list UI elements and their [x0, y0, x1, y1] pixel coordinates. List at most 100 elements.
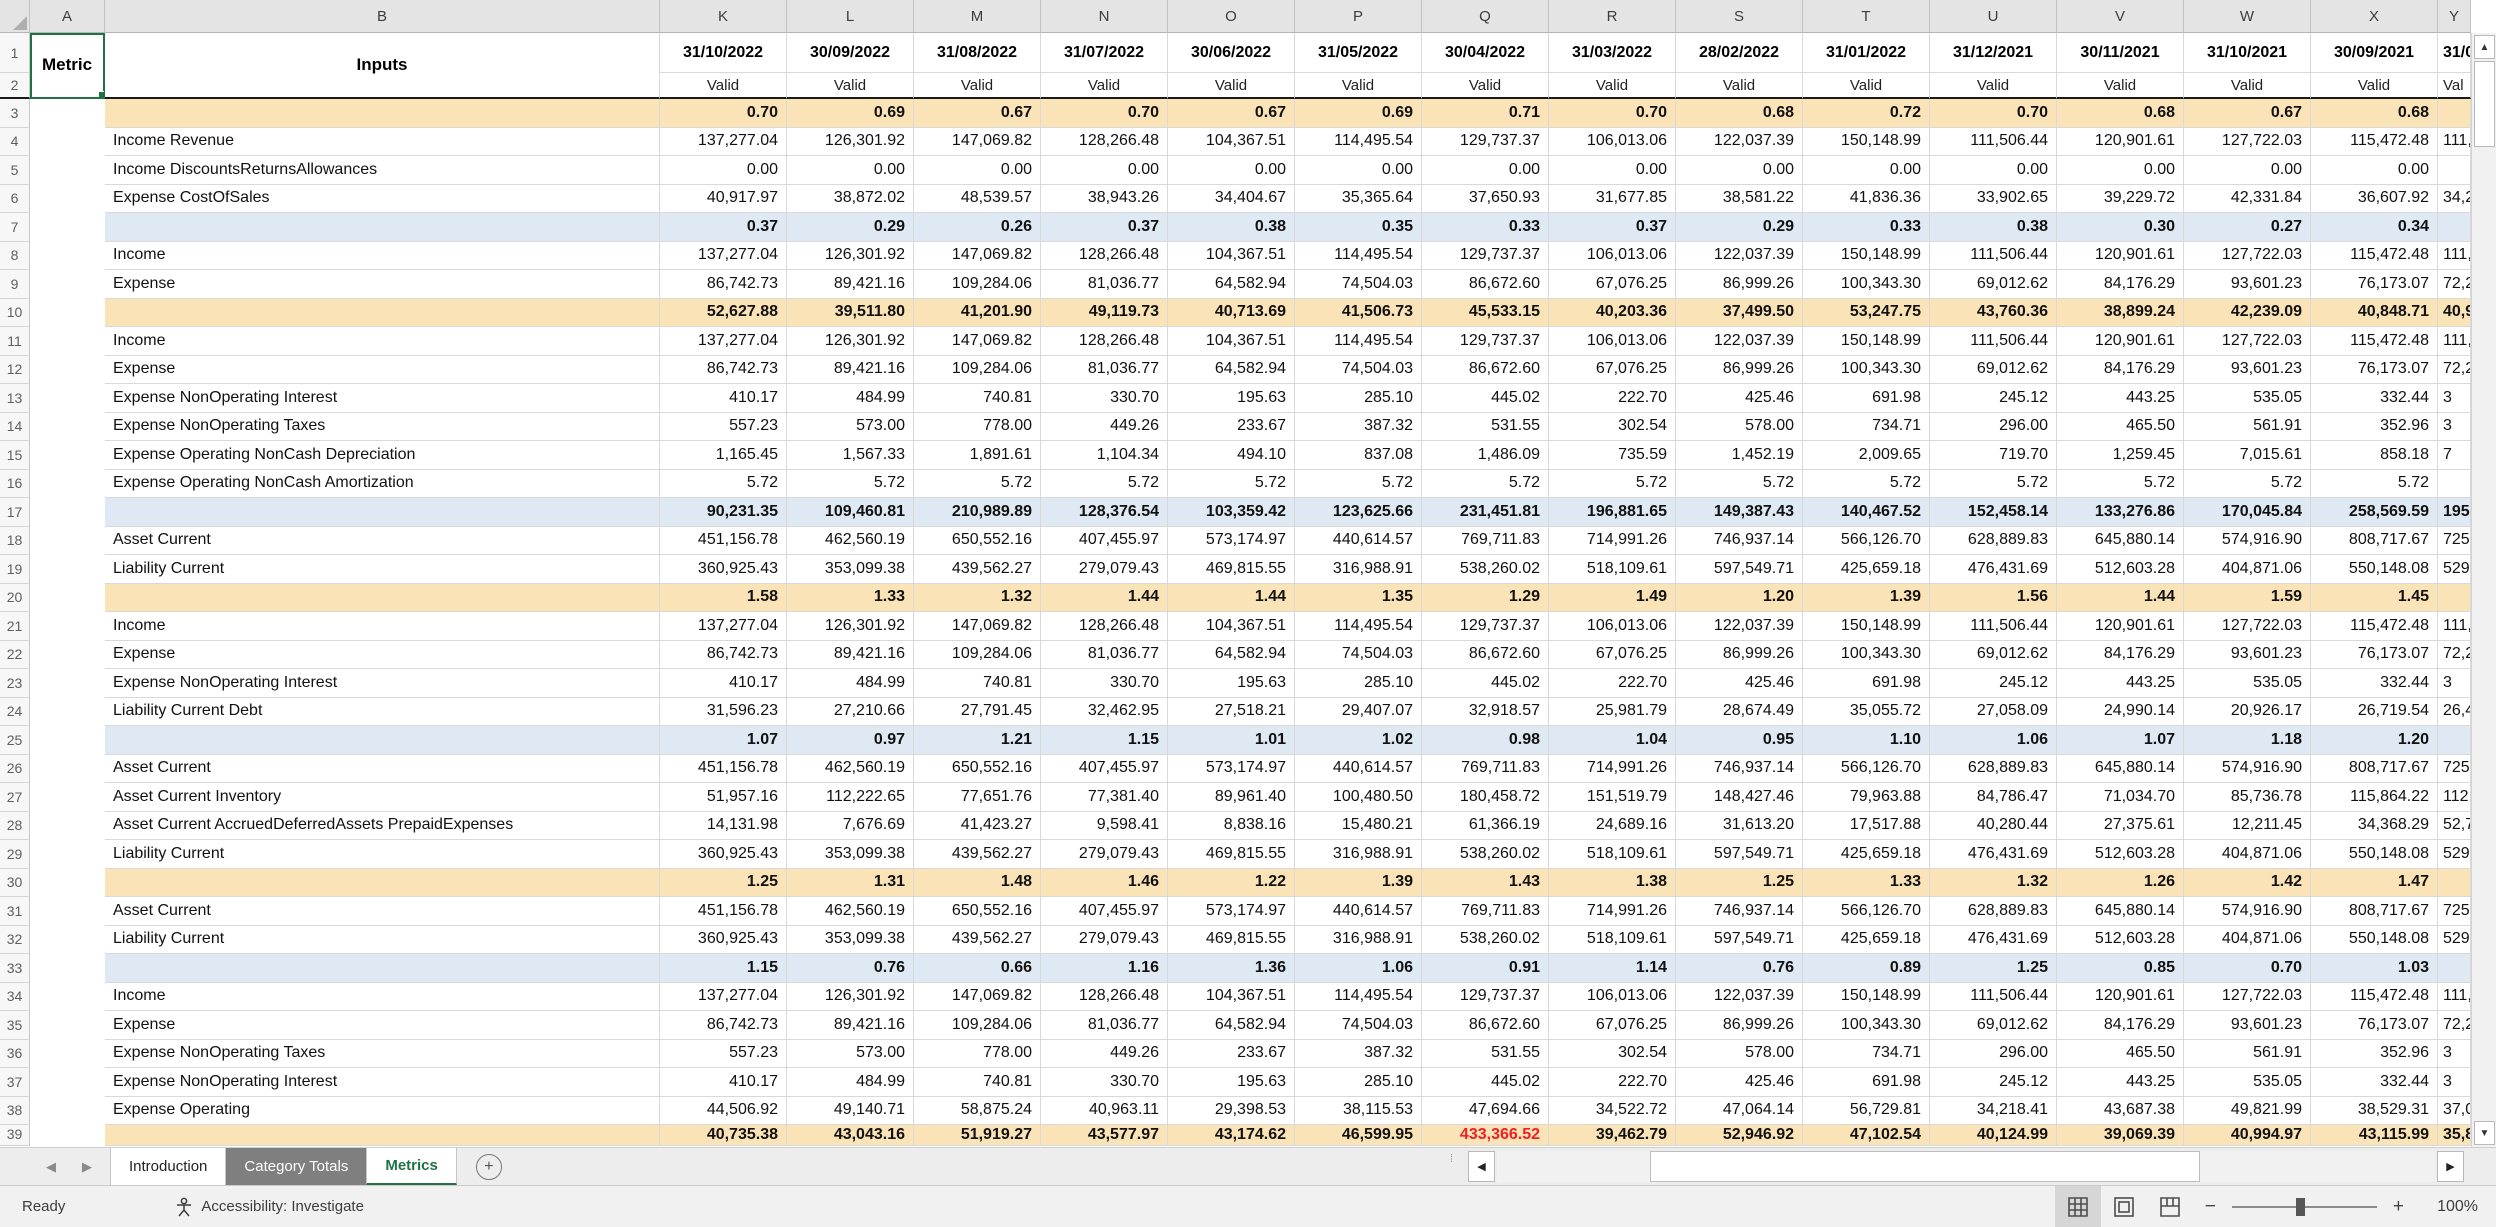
cell-O6[interactable]: 34,404.67 [1168, 184, 1295, 213]
cell-T19[interactable]: 425,659.18 [1803, 555, 1930, 584]
cell-V21[interactable]: 120,901.61 [2057, 612, 2184, 641]
row-header-8[interactable]: 8 [0, 241, 30, 270]
cell-T22[interactable]: 100,343.30 [1803, 640, 1930, 669]
cell-T8[interactable]: 150,148.99 [1803, 241, 1930, 270]
cell-X15[interactable]: 858.18 [2311, 441, 2438, 470]
cell-X14[interactable]: 352.96 [2311, 412, 2438, 441]
cell-K5[interactable]: 0.00 [660, 156, 787, 185]
date-header-N[interactable]: 31/07/2022 [1041, 33, 1168, 73]
cell-P14[interactable]: 387.32 [1295, 412, 1422, 441]
label-cell-income-34[interactable]: Income [105, 982, 660, 1011]
cell-R39[interactable]: 39,462.79 [1549, 1125, 1676, 1146]
cell-M39[interactable]: 51,919.27 [914, 1125, 1041, 1146]
label-cell-asset-current-accrueddeferredassets-prepaidexpenses-28[interactable]: Asset Current AccruedDeferredAssets Prep… [105, 811, 660, 840]
cell-T21[interactable]: 150,148.99 [1803, 612, 1930, 641]
cell-X3[interactable]: 0.68 [2311, 99, 2438, 128]
cell-Y37[interactable]: 3 [2438, 1068, 2471, 1097]
date-header-X[interactable]: 30/09/2021 [2311, 33, 2438, 73]
tab-introduction[interactable]: Introduction [110, 1148, 227, 1185]
cell-U15[interactable]: 719.70 [1930, 441, 2057, 470]
cell-L32[interactable]: 353,099.38 [787, 925, 914, 954]
valid-cell-P[interactable]: Valid [1295, 73, 1422, 99]
label-cell-expense-35[interactable]: Expense [105, 1011, 660, 1040]
cell-Q9[interactable]: 86,672.60 [1422, 270, 1549, 299]
cell-X9[interactable]: 76,173.07 [2311, 270, 2438, 299]
cell-U20[interactable]: 1.56 [1930, 583, 2057, 612]
cell-Q30[interactable]: 1.43 [1422, 868, 1549, 897]
cell-R25[interactable]: 1.04 [1549, 726, 1676, 755]
cell-T17[interactable]: 140,467.52 [1803, 498, 1930, 527]
cell-Y25[interactable] [2438, 726, 2471, 755]
cell-M18[interactable]: 650,552.16 [914, 526, 1041, 555]
cell-V8[interactable]: 120,901.61 [2057, 241, 2184, 270]
cell-P36[interactable]: 387.32 [1295, 1039, 1422, 1068]
cell-Q3[interactable]: 0.71 [1422, 99, 1549, 128]
cell-K19[interactable]: 360,925.43 [660, 555, 787, 584]
cell-O30[interactable]: 1.22 [1168, 868, 1295, 897]
cell-Y24[interactable]: 26,4 [2438, 697, 2471, 726]
cell-X20[interactable]: 1.45 [2311, 583, 2438, 612]
valid-cell-X[interactable]: Valid [2311, 73, 2438, 99]
cell-O12[interactable]: 64,582.94 [1168, 355, 1295, 384]
cell-L23[interactable]: 484.99 [787, 669, 914, 698]
cell-V7[interactable]: 0.30 [2057, 213, 2184, 242]
row-header-32[interactable]: 32 [0, 925, 30, 954]
cell-L16[interactable]: 5.72 [787, 469, 914, 498]
cell-N9[interactable]: 81,036.77 [1041, 270, 1168, 299]
cell-U26[interactable]: 628,889.83 [1930, 754, 2057, 783]
cell-Y33[interactable] [2438, 954, 2471, 983]
cell-T39[interactable]: 47,102.54 [1803, 1125, 1930, 1146]
row-header-24[interactable]: 24 [0, 697, 30, 726]
zoom-in-button[interactable]: + [2392, 1195, 2404, 1217]
cell-Y20[interactable] [2438, 583, 2471, 612]
cell-S15[interactable]: 1,452.19 [1676, 441, 1803, 470]
cell-U8[interactable]: 111,506.44 [1930, 241, 2057, 270]
cell-O15[interactable]: 494.10 [1168, 441, 1295, 470]
cell-S29[interactable]: 597,549.71 [1676, 840, 1803, 869]
cell-O28[interactable]: 8,838.16 [1168, 811, 1295, 840]
cell-V15[interactable]: 1,259.45 [2057, 441, 2184, 470]
cell-N3[interactable]: 0.70 [1041, 99, 1168, 128]
cell-M16[interactable]: 5.72 [914, 469, 1041, 498]
cell-O22[interactable]: 64,582.94 [1168, 640, 1295, 669]
cell-Y11[interactable]: 111,8 [2438, 327, 2471, 356]
label-cell-expense-costofsales-6[interactable]: Expense CostOfSales [105, 184, 660, 213]
cell-V14[interactable]: 465.50 [2057, 412, 2184, 441]
cell-W24[interactable]: 20,926.17 [2184, 697, 2311, 726]
cell-S37[interactable]: 425.46 [1676, 1068, 1803, 1097]
cell-V17[interactable]: 133,276.86 [2057, 498, 2184, 527]
cell-P12[interactable]: 74,504.03 [1295, 355, 1422, 384]
cell-O35[interactable]: 64,582.94 [1168, 1011, 1295, 1040]
cell-N10[interactable]: 49,119.73 [1041, 298, 1168, 327]
cell-U7[interactable]: 0.38 [1930, 213, 2057, 242]
row-header-5[interactable]: 5 [0, 156, 30, 185]
cell-R3[interactable]: 0.70 [1549, 99, 1676, 128]
scroll-up-button[interactable]: ▲ [2474, 35, 2495, 59]
row-header-17[interactable]: 17 [0, 498, 30, 527]
cell-W37[interactable]: 535.05 [2184, 1068, 2311, 1097]
cell-V16[interactable]: 5.72 [2057, 469, 2184, 498]
cell-U38[interactable]: 34,218.41 [1930, 1096, 2057, 1125]
cell-R14[interactable]: 302.54 [1549, 412, 1676, 441]
label-cell-10[interactable] [105, 298, 660, 327]
select-all-corner[interactable] [0, 0, 30, 33]
cell-V24[interactable]: 24,990.14 [2057, 697, 2184, 726]
cell-T31[interactable]: 566,126.70 [1803, 897, 1930, 926]
cell-T4[interactable]: 150,148.99 [1803, 127, 1930, 156]
cell-W4[interactable]: 127,722.03 [2184, 127, 2311, 156]
cell-P30[interactable]: 1.39 [1295, 868, 1422, 897]
cell-L12[interactable]: 89,421.16 [787, 355, 914, 384]
zoom-level[interactable]: 100% [2437, 1197, 2478, 1215]
cell-T32[interactable]: 425,659.18 [1803, 925, 1930, 954]
cell-U25[interactable]: 1.06 [1930, 726, 2057, 755]
cell-Q29[interactable]: 538,260.02 [1422, 840, 1549, 869]
cell-Y34[interactable]: 111,8 [2438, 982, 2471, 1011]
hscroll-right-button[interactable]: ▶ [2437, 1151, 2464, 1182]
cell-V32[interactable]: 512,603.28 [2057, 925, 2184, 954]
cell-S36[interactable]: 578.00 [1676, 1039, 1803, 1068]
cell-V26[interactable]: 645,880.14 [2057, 754, 2184, 783]
cell-Y8[interactable]: 111,8 [2438, 241, 2471, 270]
label-cell-17[interactable] [105, 498, 660, 527]
cell-N36[interactable]: 449.26 [1041, 1039, 1168, 1068]
cell-K21[interactable]: 137,277.04 [660, 612, 787, 641]
